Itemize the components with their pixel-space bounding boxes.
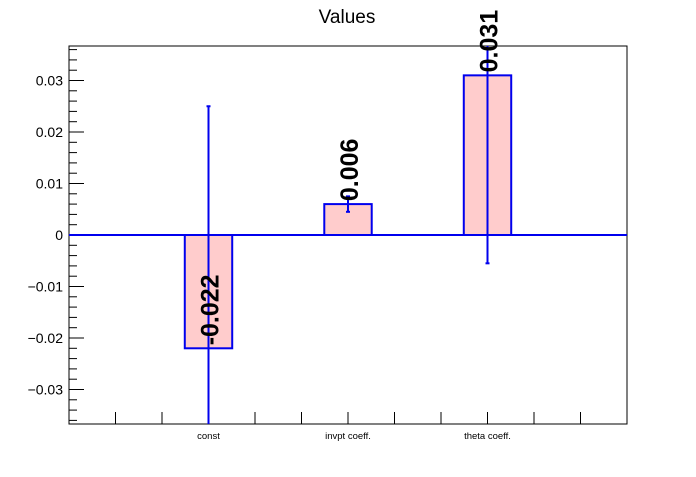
- chart-marks: −0.03 −0.02 −0.01 0 0.01 0.02 0.03 const invpt c…: [28, 10, 628, 442]
- x-tick-label: invpt coeff.: [325, 431, 371, 442]
- chart-title: Values: [319, 7, 376, 28]
- y-tick-label: −0.02: [28, 330, 64, 346]
- x-tick-label: const: [197, 431, 220, 442]
- y-tick-label: 0.03: [36, 73, 63, 89]
- y-tick-label: 0.02: [36, 124, 63, 140]
- y-tick-label: −0.01: [28, 278, 64, 294]
- value-label: 0.031: [476, 10, 504, 73]
- x-tick-label: theta coeff.: [464, 431, 511, 442]
- y-tick-label: −0.03: [28, 381, 64, 397]
- y-tick-label: 0.01: [36, 176, 63, 192]
- value-label: 0.006: [336, 139, 364, 202]
- y-tick-label: 0: [55, 227, 63, 243]
- value-label: -0.022: [197, 274, 225, 345]
